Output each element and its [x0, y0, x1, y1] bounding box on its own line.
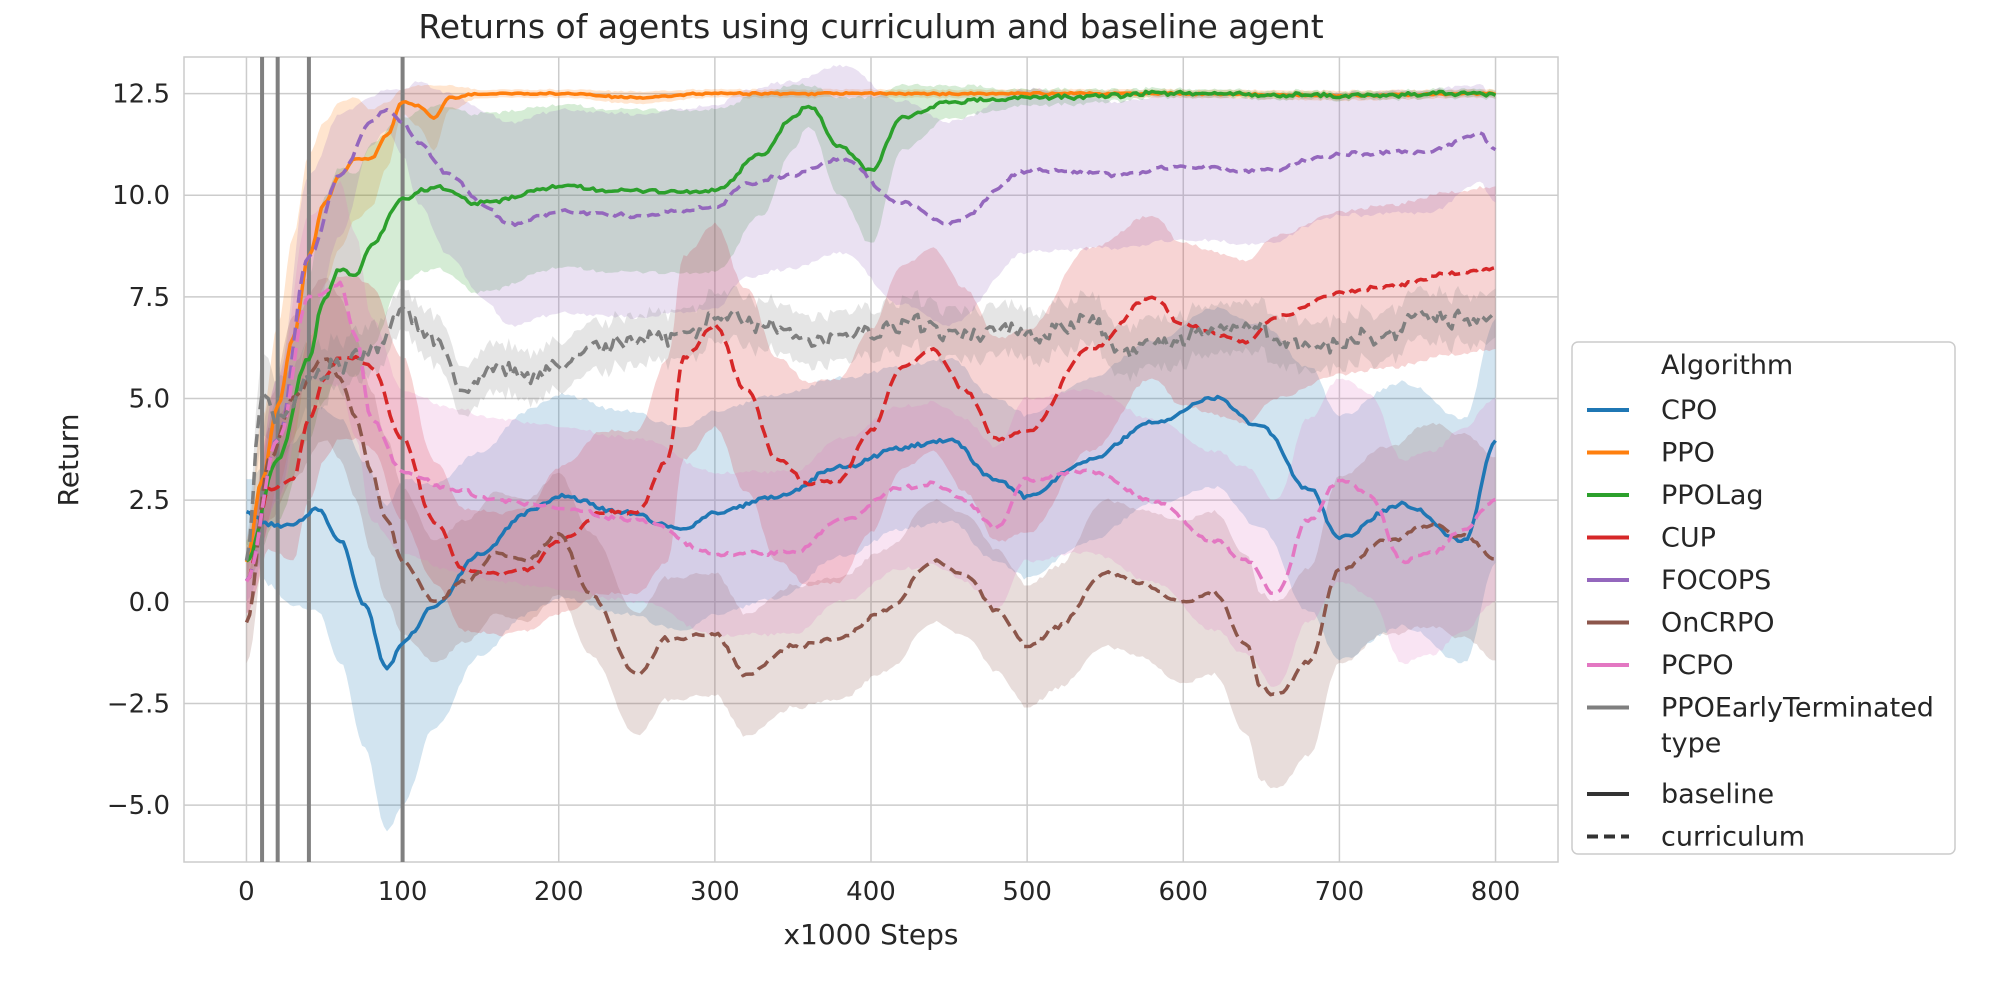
y-tick-label: −5.0	[107, 791, 170, 821]
legend-entry-label: CUP	[1661, 523, 1716, 554]
x-tick-label: 400	[846, 877, 896, 907]
x-tick-label: 100	[378, 877, 428, 907]
legend-entry-label: PPOEarlyTerminated	[1661, 693, 1934, 724]
confidence-bands	[246, 64, 1496, 832]
y-tick-label: −2.5	[107, 689, 170, 719]
legend-entry-label: FOCOPS	[1661, 565, 1771, 596]
x-tick-label: 500	[1002, 877, 1052, 907]
legend-entry-label: PPOLag	[1661, 480, 1764, 511]
y-tick-label: 12.5	[112, 80, 170, 110]
legend-style-label: curriculum	[1661, 822, 1805, 853]
confidence-band-focops	[246, 64, 1496, 602]
x-tick-label: 800	[1471, 877, 1521, 907]
chart-title: Returns of agents using curriculum and b…	[418, 7, 1323, 46]
series-line-ppolag	[245, 89, 1497, 563]
legend-style-title: type	[1661, 728, 1721, 759]
legend-frame	[1571, 341, 1956, 855]
legend-entries: CPO PPO PPOLag CUP FOCOPS OnCRPO PCPO PPOEarlyT…	[1587, 395, 1934, 853]
y-tick-label: 7.5	[129, 283, 170, 313]
confidence-band-ppolag	[246, 83, 1496, 582]
confidence-band-ppoearlyterminated	[246, 285, 1496, 581]
x-tick-label: 300	[690, 877, 740, 907]
y-tick-label: 2.5	[129, 486, 170, 516]
series-line-focops	[245, 107, 1497, 582]
x-tick-label: 200	[534, 877, 584, 907]
confidence-band-cpo	[246, 306, 1496, 832]
legend-entry-label: CPO	[1661, 395, 1717, 426]
legend-entry-label: OnCRPO	[1661, 608, 1775, 639]
confidence-band-oncrpo	[246, 277, 1496, 789]
confidence-band-pcpo	[246, 180, 1496, 687]
confidence-band-ppo	[246, 84, 1496, 583]
x-tick-label: 700	[1315, 877, 1365, 907]
series-line-pcpo	[245, 280, 1497, 596]
y-tick-label: 10.0	[112, 181, 170, 211]
series-line-ppoearlyterminated	[244, 305, 1497, 561]
y-tick-label: 5.0	[129, 385, 170, 415]
grid	[184, 57, 1558, 862]
legend-hue-title: Algorithm	[1661, 350, 1793, 381]
x-tick-label: 0	[238, 877, 255, 907]
legend-entry-label: PPO	[1661, 438, 1715, 469]
legend-style-label: baseline	[1661, 779, 1774, 810]
series-lines	[244, 89, 1497, 697]
legend: Algorithm CPO PPO PPOLag CUP FOCOPS OnCRPO PCP…	[1571, 341, 1956, 855]
y-tick-label: 0.0	[129, 588, 170, 618]
y-axis-label: Return	[52, 414, 85, 507]
vertical-markers	[260, 57, 405, 862]
series-line-oncrpo	[244, 357, 1496, 697]
x-axis-label: x1000 Steps	[783, 918, 958, 951]
legend-entry-label: PCPO	[1661, 650, 1734, 681]
series-line-cup	[245, 265, 1496, 582]
tick-labels: 0 100 200 300 400 500 600 700 800 −5.0 −2.5 0.0 2.5 5…	[107, 80, 1521, 907]
confidence-band-cup	[246, 186, 1496, 637]
x-tick-label: 600	[1158, 877, 1208, 907]
